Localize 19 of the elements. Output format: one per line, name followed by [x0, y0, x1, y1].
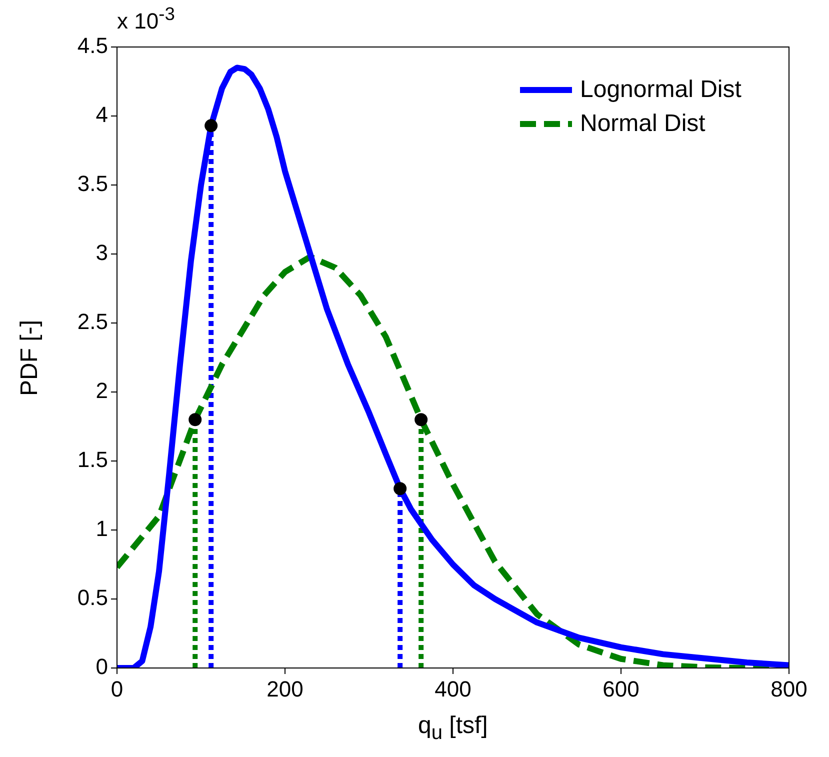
- x-tick-label: 800: [770, 676, 808, 702]
- text: x 10$^{-3}$: [117, 3, 175, 34]
- y-tick-label: 2: [96, 378, 108, 404]
- y-tick-label: 3.5: [77, 171, 108, 196]
- x-axis-title: q$_{u}$ [tsf]: [418, 712, 488, 745]
- x-tick-label: 200: [266, 676, 304, 702]
- y-tick-label: 4: [96, 102, 108, 128]
- y-tick-label: 0.5: [77, 585, 108, 610]
- x-tick-label: 400: [434, 676, 472, 702]
- y-axis-title: PDF [-]: [16, 320, 44, 396]
- legend-label: Normal Dist: [580, 110, 706, 138]
- y-tick-label: 1.5: [77, 447, 108, 472]
- y-tick-label: 0: [96, 654, 108, 680]
- legend-label: Lognormal Dist: [580, 76, 742, 104]
- y-tick-label: 4.5: [77, 33, 108, 58]
- y-tick-label: 1: [96, 516, 108, 542]
- y-tick-label: 2.5: [77, 309, 108, 334]
- x-tick-label: 600: [602, 676, 640, 702]
- y-tick-label: 3: [96, 240, 108, 266]
